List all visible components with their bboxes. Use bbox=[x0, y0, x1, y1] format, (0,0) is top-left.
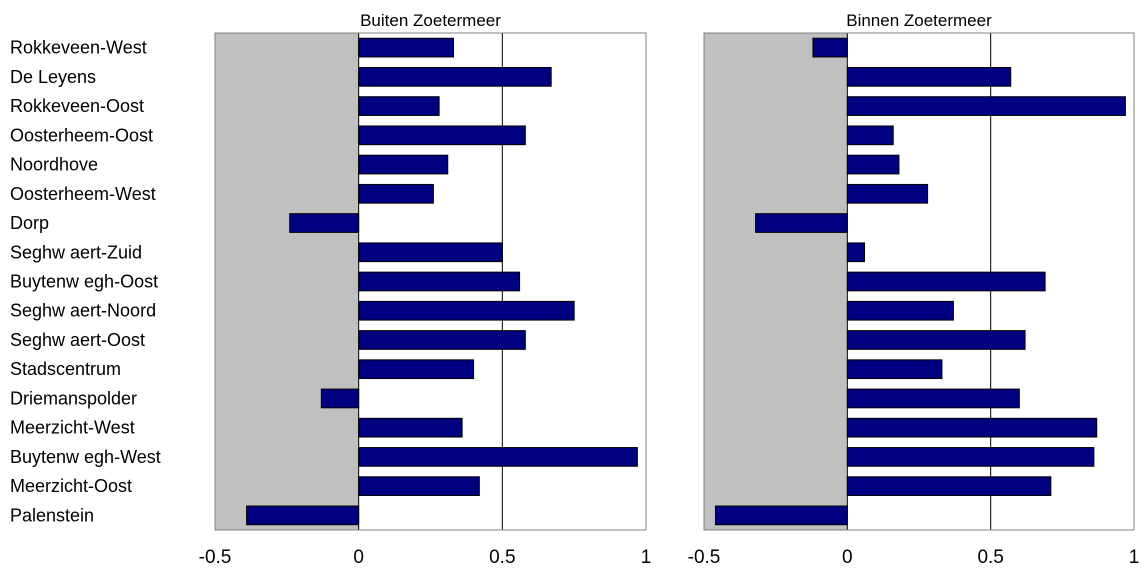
bar bbox=[714, 505, 848, 526]
category-label: Buytenw egh-Oost bbox=[10, 272, 158, 292]
plot-border bbox=[214, 32, 647, 531]
panel-2: Binnen Zoetermeer -0.5 0 0.5 1 bbox=[688, 11, 1140, 568]
bar bbox=[812, 37, 848, 58]
category-label: Oosterheem-West bbox=[10, 184, 156, 204]
bar bbox=[358, 183, 434, 204]
x-tick-label: 0.5 bbox=[489, 547, 515, 568]
bar bbox=[846, 447, 1095, 467]
bar bbox=[358, 96, 440, 116]
category-label: Buytenw egh-West bbox=[10, 447, 161, 467]
bar bbox=[846, 359, 943, 380]
category-label: Rokkeveen-Oost bbox=[10, 96, 144, 116]
bar bbox=[846, 242, 866, 263]
category-label: De Leyens bbox=[10, 67, 96, 87]
bar bbox=[358, 417, 463, 438]
panel-title: Buiten Zoetermeer bbox=[360, 11, 501, 30]
category-label: Dorp bbox=[10, 213, 49, 233]
category-label: Stadscentrum bbox=[10, 359, 121, 379]
bar bbox=[846, 330, 1026, 350]
category-label: Noordhove bbox=[10, 155, 98, 175]
category-labels: Rokkeveen-West De Leyens Rokkeveen-Oost Oos… bbox=[10, 38, 161, 526]
category-label: Seghw aert-Oost bbox=[10, 330, 145, 350]
x-tick-label: 0 bbox=[353, 547, 364, 568]
x-tick-label: 1 bbox=[1129, 547, 1140, 568]
category-label: Meerzicht-Oost bbox=[10, 476, 132, 496]
category-label: Driemanspolder bbox=[10, 388, 137, 408]
negative-region-shade bbox=[215, 33, 359, 530]
bar bbox=[246, 505, 360, 526]
bar bbox=[846, 300, 954, 321]
bar bbox=[320, 388, 360, 409]
bar bbox=[846, 125, 894, 146]
negative-region-shade bbox=[704, 33, 848, 530]
panel-1: Buiten Zoetermeer -0.5 0 0.5 1 bbox=[199, 11, 652, 568]
category-label: Palenstein bbox=[10, 505, 94, 525]
bar bbox=[846, 183, 929, 204]
category-label: Meerzicht-West bbox=[10, 418, 135, 438]
panel-title: Binnen Zoetermeer bbox=[846, 11, 992, 30]
x-tick-label: 0 bbox=[842, 547, 853, 568]
category-label: Seghw aert-Zuid bbox=[10, 242, 142, 262]
bar bbox=[846, 96, 1126, 116]
bar bbox=[289, 213, 360, 233]
bar bbox=[358, 476, 480, 497]
bar bbox=[358, 154, 449, 175]
bar bbox=[358, 271, 521, 292]
bar bbox=[846, 388, 1020, 409]
bar bbox=[846, 66, 1012, 87]
bar bbox=[358, 37, 454, 58]
bar bbox=[358, 300, 575, 321]
x-tick-label: -0.5 bbox=[688, 547, 721, 568]
bar bbox=[846, 476, 1052, 497]
category-label: Rokkeveen-West bbox=[10, 38, 147, 58]
bar bbox=[846, 417, 1098, 438]
x-tick-label: 1 bbox=[641, 547, 652, 568]
plot-border bbox=[703, 32, 1135, 531]
x-tick-label: 0.5 bbox=[977, 547, 1003, 568]
bar bbox=[358, 242, 503, 263]
bar bbox=[358, 447, 638, 467]
category-label: Seghw aert-Noord bbox=[10, 301, 156, 321]
bar bbox=[358, 66, 552, 87]
bar bbox=[358, 359, 475, 380]
bar bbox=[846, 271, 1046, 292]
bar bbox=[358, 125, 526, 146]
x-tick-label: -0.5 bbox=[199, 547, 232, 568]
bar bbox=[755, 213, 848, 233]
category-label: Oosterheem-Oost bbox=[10, 125, 153, 145]
bar bbox=[846, 154, 900, 175]
bar bbox=[358, 330, 526, 350]
